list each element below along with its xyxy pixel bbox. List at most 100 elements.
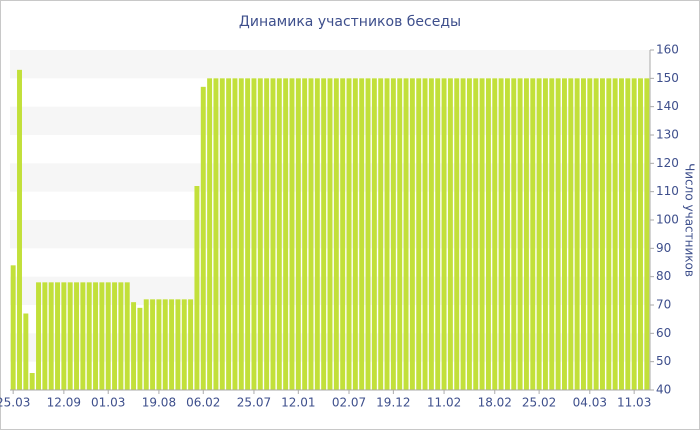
y-tick-label: 120 [656,156,679,170]
bar [549,78,555,390]
bar [530,78,536,390]
bar [447,78,453,390]
bar [365,78,371,390]
bar [251,78,257,390]
bar [580,78,586,390]
bar [568,78,574,390]
bar [232,78,238,390]
bar [587,78,593,390]
x-tick-label: 25.02 [522,396,556,410]
bar [479,78,485,390]
y-tick-label: 60 [656,326,671,340]
y-tick-label: 140 [656,99,679,113]
chart-title: Динамика участников беседы [239,14,461,30]
bar [264,78,270,390]
y-tick-label: 160 [656,43,679,57]
bar [631,78,637,390]
bar [397,78,403,390]
bar [612,78,618,390]
y-tick-label: 130 [656,128,679,142]
bar [238,78,244,390]
bar [36,282,41,390]
bar [384,78,390,390]
bar [143,299,149,390]
bar [156,299,162,390]
bar [511,78,517,390]
bar [124,282,130,390]
bar [390,78,396,390]
bar [378,78,384,390]
bar [504,78,510,390]
x-tick-label: 25.07 [237,396,271,410]
bar [638,78,643,390]
bar [245,78,251,390]
bar [219,78,225,390]
x-tick-label: 12.09 [47,396,81,410]
x-tick-label: 06.02 [186,396,220,410]
bar [359,78,365,390]
bar [257,78,263,390]
bar [80,282,86,390]
bar [416,78,422,390]
bar [517,78,523,390]
bar [574,78,580,390]
bar [454,78,460,390]
bar [42,282,48,390]
y-tick-label: 50 [656,354,671,368]
bar [555,78,561,390]
bar [327,78,333,390]
bar [162,299,168,390]
x-tick-label: 19.12 [376,396,410,410]
bar [93,282,99,390]
bar [283,78,289,390]
bar [371,78,377,390]
x-tick-label: 04.03 [573,396,607,410]
bar [600,78,605,390]
bar [435,78,441,390]
bar [308,78,314,390]
bar [295,78,301,390]
bar [17,69,22,390]
x-tick-label: 01.03 [91,396,125,410]
y-tick-label: 40 [656,383,671,397]
bar [340,78,346,390]
bar [86,282,92,390]
y-tick-label: 150 [656,71,679,85]
bar [10,265,16,390]
bar [460,78,466,390]
bar [561,78,567,390]
y-tick-label: 70 [656,298,671,312]
bar [118,282,124,390]
bar [169,299,175,390]
bar [23,313,29,390]
bar [188,299,194,390]
bar [270,78,276,390]
bar [302,78,308,390]
bar [403,78,409,390]
bar [213,78,219,390]
x-tick-label: 02.07 [332,396,366,410]
bar [207,78,213,390]
bar [276,78,282,390]
bar [536,78,542,390]
bar [473,78,479,390]
bar [466,78,472,390]
x-tick-label: 11.03 [617,396,651,410]
bar [593,78,599,390]
bar [492,78,498,390]
x-tick-label: 25.03 [0,396,30,410]
bar [55,282,60,390]
bar [137,307,143,390]
bar [48,282,54,390]
bar [131,302,137,390]
x-tick-label: 12.01 [281,396,315,410]
x-tick-label: 11.02 [427,396,461,410]
bar [314,78,320,390]
y-tick-label: 90 [656,241,671,255]
bar [523,78,529,390]
bar [498,78,504,390]
bar [289,78,295,390]
bar [644,78,650,390]
bar [200,86,206,390]
